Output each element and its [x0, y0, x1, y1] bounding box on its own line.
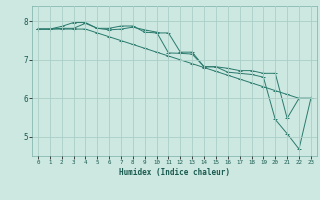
X-axis label: Humidex (Indice chaleur): Humidex (Indice chaleur): [119, 168, 230, 177]
